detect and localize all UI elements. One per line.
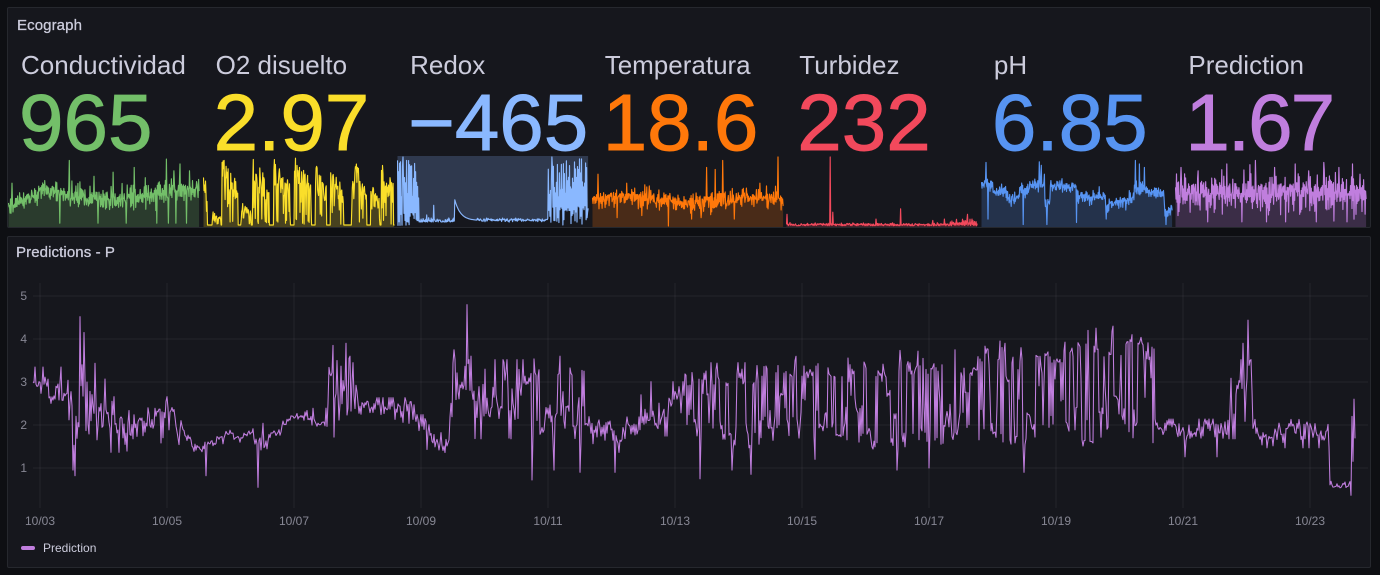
svg-text:2: 2 — [20, 418, 27, 432]
svg-text:10/15: 10/15 — [787, 514, 817, 528]
svg-text:3: 3 — [20, 375, 27, 389]
svg-text:10/09: 10/09 — [406, 514, 436, 528]
svg-text:10/07: 10/07 — [279, 514, 309, 528]
svg-text:10/05: 10/05 — [152, 514, 182, 528]
svg-text:10/17: 10/17 — [914, 514, 944, 528]
svg-text:4: 4 — [20, 332, 27, 346]
svg-text:10/13: 10/13 — [660, 514, 690, 528]
svg-text:10/03: 10/03 — [25, 514, 55, 528]
svg-text:10/21: 10/21 — [1168, 514, 1198, 528]
svg-text:10/19: 10/19 — [1041, 514, 1071, 528]
svg-text:5: 5 — [20, 289, 27, 303]
svg-text:10/23: 10/23 — [1295, 514, 1325, 528]
svg-text:1: 1 — [20, 461, 27, 475]
svg-text:10/11: 10/11 — [533, 514, 562, 528]
